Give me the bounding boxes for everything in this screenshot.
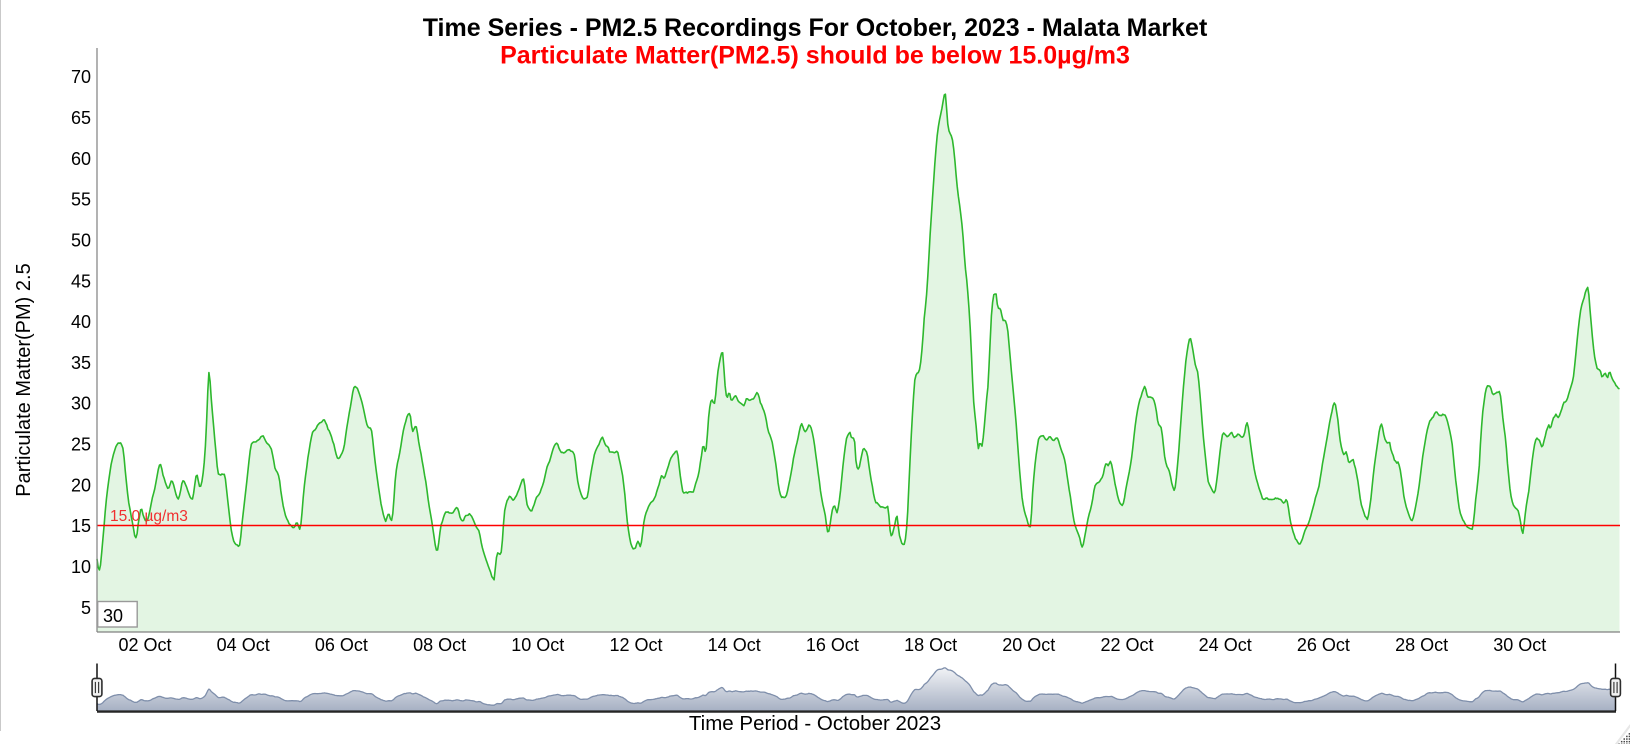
svg-text:45: 45 bbox=[71, 271, 91, 291]
svg-text:15: 15 bbox=[71, 516, 91, 536]
svg-text:20: 20 bbox=[71, 475, 91, 495]
svg-text:25: 25 bbox=[71, 435, 91, 455]
svg-text:08 Oct: 08 Oct bbox=[413, 635, 466, 655]
svg-text:35: 35 bbox=[71, 353, 91, 373]
svg-text:70: 70 bbox=[71, 67, 91, 87]
svg-text:15.0 µg/m3: 15.0 µg/m3 bbox=[110, 508, 188, 525]
svg-text:20 Oct: 20 Oct bbox=[1002, 635, 1055, 655]
svg-text:60: 60 bbox=[71, 149, 91, 169]
svg-text:5: 5 bbox=[81, 598, 91, 618]
svg-text:Particulate Matter(PM) 2.5: Particulate Matter(PM) 2.5 bbox=[13, 263, 35, 496]
svg-text:40: 40 bbox=[71, 312, 91, 332]
svg-text:Time Period - October 2023: Time Period - October 2023 bbox=[689, 712, 941, 735]
svg-text:10 Oct: 10 Oct bbox=[511, 635, 564, 655]
svg-text:28 Oct: 28 Oct bbox=[1395, 635, 1448, 655]
svg-text:14 Oct: 14 Oct bbox=[708, 635, 761, 655]
svg-text:Particulate Matter(PM2.5) shou: Particulate Matter(PM2.5) should be belo… bbox=[500, 42, 1130, 70]
svg-text:10: 10 bbox=[71, 557, 91, 577]
svg-text:02 Oct: 02 Oct bbox=[118, 635, 171, 655]
svg-text:26 Oct: 26 Oct bbox=[1297, 635, 1350, 655]
svg-text:24 Oct: 24 Oct bbox=[1199, 635, 1252, 655]
svg-text:30 Oct: 30 Oct bbox=[1493, 635, 1546, 655]
svg-text:50: 50 bbox=[71, 231, 91, 251]
svg-text:12 Oct: 12 Oct bbox=[609, 635, 662, 655]
svg-text:30: 30 bbox=[103, 606, 123, 626]
svg-text:16 Oct: 16 Oct bbox=[806, 635, 859, 655]
svg-text:30: 30 bbox=[71, 394, 91, 414]
svg-text:Time Series - PM2.5 Recordings: Time Series - PM2.5 Recordings For Octob… bbox=[423, 14, 1208, 42]
svg-text:18 Oct: 18 Oct bbox=[904, 635, 957, 655]
svg-text:04 Oct: 04 Oct bbox=[217, 635, 270, 655]
svg-text:65: 65 bbox=[71, 108, 91, 128]
svg-text:22 Oct: 22 Oct bbox=[1100, 635, 1153, 655]
svg-text:06 Oct: 06 Oct bbox=[315, 635, 368, 655]
svg-text:55: 55 bbox=[71, 190, 91, 210]
